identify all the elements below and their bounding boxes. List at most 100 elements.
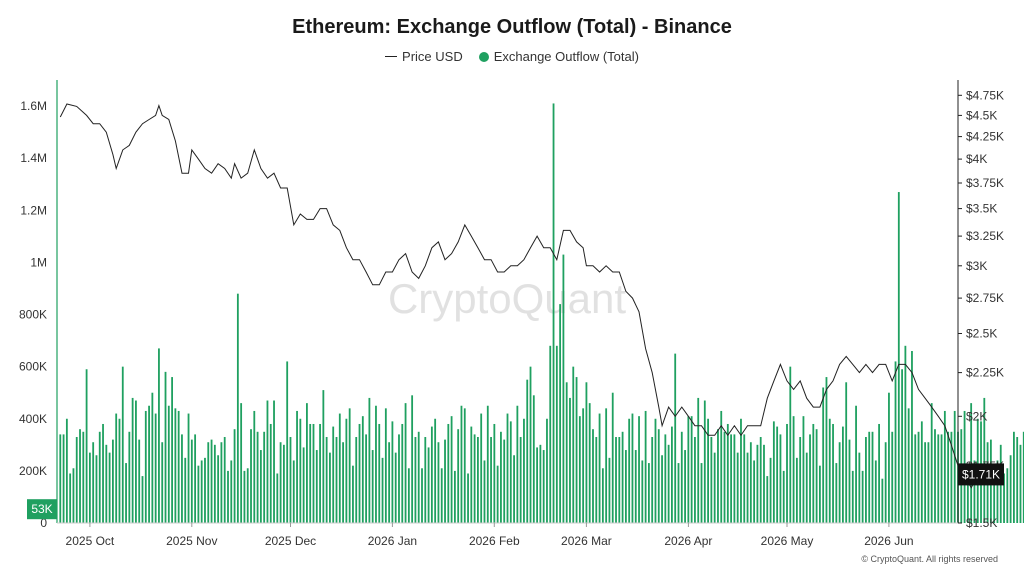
outflow-bar <box>329 452 331 523</box>
outflow-bar <box>266 400 269 523</box>
outflow-bar <box>174 408 177 523</box>
outflow-bar <box>332 426 335 523</box>
outflow-bar <box>753 460 756 523</box>
outflow-bar <box>217 455 220 523</box>
outflow-bar <box>513 455 515 523</box>
outflow-bar <box>105 444 108 523</box>
outflow-bar <box>940 434 943 523</box>
outflow-bar <box>394 452 397 523</box>
outflow-bar <box>529 366 532 523</box>
left-tick-label: 1.4M <box>20 151 47 165</box>
line-marker-icon <box>385 56 398 57</box>
outflow-bar <box>467 473 469 523</box>
outflow-bar <box>181 434 183 523</box>
outflow-bar <box>943 410 946 523</box>
right-axis-ticks: $1.5K$1.75K$2K$2.25K$2.5K$2.75K$3K$3.25K… <box>958 88 1004 530</box>
outflow-bar <box>703 400 706 523</box>
outflow-bar <box>486 405 489 523</box>
outflow-bar <box>401 423 404 523</box>
outflow-bar <box>276 473 279 523</box>
outflow-bar <box>407 468 410 523</box>
outflow-bar <box>519 437 522 523</box>
legend-item-price[interactable]: Price USD <box>385 49 463 64</box>
outflow-bar <box>953 410 956 523</box>
outflow-bar <box>904 345 907 523</box>
outflow-bar <box>516 405 519 523</box>
outflow-bar <box>125 463 127 523</box>
outflow-bar <box>746 452 749 523</box>
outflow-bar <box>85 369 88 523</box>
outflow-bar <box>279 442 282 523</box>
outflow-bar <box>171 377 173 523</box>
outflow-bar <box>624 450 627 523</box>
outflow-bar <box>723 431 726 523</box>
outflow-bar <box>342 442 344 523</box>
outflow-bar <box>453 470 456 523</box>
right-tick-label: $1.5K <box>966 516 997 530</box>
outflow-bar <box>118 418 121 523</box>
outflow-bar <box>447 423 450 523</box>
outflow-bar <box>92 442 95 523</box>
outflow-bar <box>710 437 713 523</box>
outflow-bar <box>1003 473 1005 523</box>
copyright: © CryptoQuant. All rights reserved <box>861 554 998 564</box>
outflow-bar <box>848 439 851 523</box>
legend-label-outflow: Exchange Outflow (Total) <box>493 49 639 64</box>
outflow-bar <box>115 413 118 523</box>
right-tick-label: $4K <box>966 152 987 166</box>
legend-item-outflow[interactable]: Exchange Outflow (Total) <box>478 49 639 64</box>
outflow-bar <box>358 423 361 523</box>
outflow-bar <box>694 437 696 523</box>
outflow-bar <box>901 369 903 523</box>
outflow-bar <box>858 452 861 523</box>
outflow-bar <box>131 397 134 523</box>
outflow-bar <box>651 437 654 523</box>
outflow-bar <box>95 455 98 523</box>
outflow-bar <box>230 460 233 523</box>
outflow-bar <box>335 437 338 523</box>
left-tick-label: 200K <box>19 464 47 478</box>
outflow-bar <box>161 442 164 523</box>
outflow-bar <box>667 444 670 523</box>
right-tick-label: $2K <box>966 409 987 423</box>
outflow-bar <box>861 470 864 523</box>
outflow-bar <box>1022 431 1024 523</box>
outflow-bar <box>690 416 693 523</box>
outflow-bar <box>631 413 634 523</box>
outflow-bar <box>88 452 91 523</box>
outflow-bar <box>884 442 887 523</box>
outflow-bar <box>227 470 229 523</box>
outflow-bar <box>190 439 193 523</box>
outflow-bar <box>779 434 782 523</box>
outflow-bar <box>825 377 828 523</box>
outflow-bar <box>736 452 739 523</box>
outflow-badge <box>27 499 57 520</box>
outflow-bar <box>177 410 180 523</box>
outflow-bar <box>621 431 624 523</box>
outflow-bar <box>585 382 588 523</box>
outflow-bar <box>993 478 996 523</box>
outflow-bar <box>121 366 124 523</box>
left-tick-label: 600K <box>19 360 47 374</box>
outflow-bar <box>733 434 736 523</box>
outflow-bar <box>907 408 910 523</box>
x-tick-label: 2026 Feb <box>469 534 520 548</box>
outflow-bar <box>391 421 394 523</box>
dot-marker-icon <box>478 51 489 62</box>
outflow-bar <box>536 447 538 523</box>
outflow-bar <box>404 403 407 523</box>
outflow-bar <box>148 405 150 523</box>
outflow-bar <box>828 418 831 523</box>
x-tick-label: 2026 Jun <box>864 534 913 548</box>
outflow-bar <box>865 437 867 523</box>
outflow-bar <box>417 431 420 523</box>
outflow-bar <box>582 408 585 523</box>
x-tick-label: 2026 May <box>761 534 814 548</box>
outflow-bar <box>855 405 857 523</box>
outflow-bar <box>539 444 542 523</box>
outflow-bar <box>894 361 897 523</box>
outflow-bar <box>802 416 805 523</box>
outflow-bar <box>141 476 144 523</box>
outflow-bar <box>506 413 509 523</box>
